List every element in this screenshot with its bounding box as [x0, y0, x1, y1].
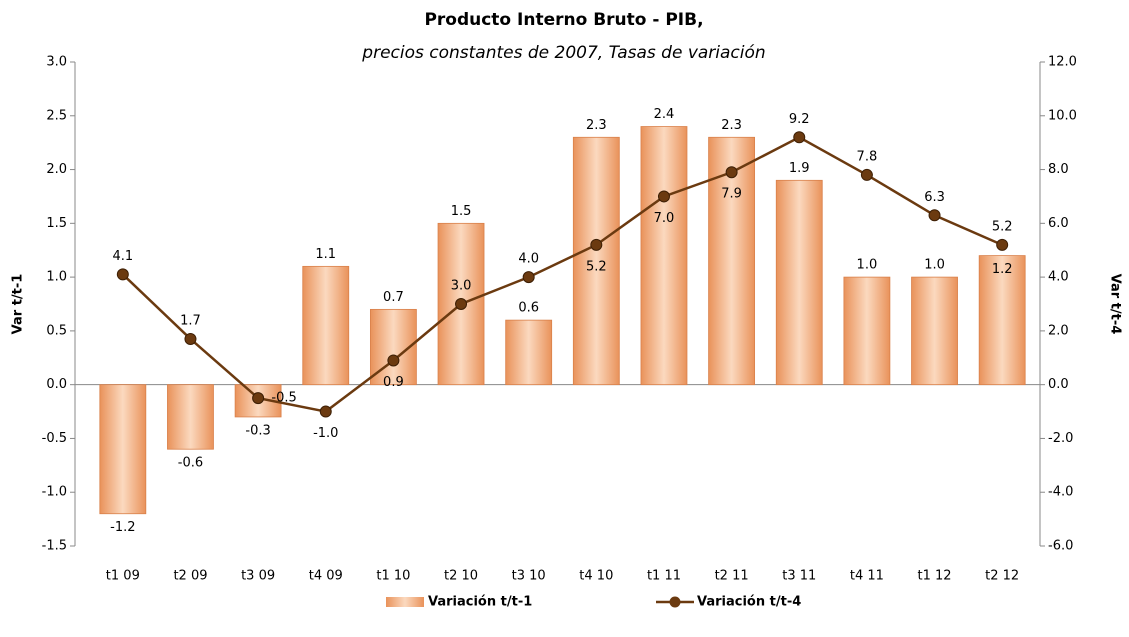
line-value-label: 6.3	[924, 190, 945, 205]
x-tick-label: t3 10	[512, 569, 546, 584]
y-tick-label: 3.0	[46, 55, 67, 70]
line-marker	[522, 271, 535, 284]
x-tick-label: t3 09	[241, 569, 275, 584]
legend-swatch	[669, 596, 681, 608]
line-marker	[860, 168, 873, 181]
line-value-label: 7.9	[721, 187, 742, 202]
y2-tick-label: -6.0	[1048, 539, 1073, 554]
x-tick-label: t1 09	[106, 569, 140, 584]
y-tick-label: -0.5	[42, 431, 67, 446]
line-marker	[725, 166, 738, 179]
y2-tick-label: 12.0	[1048, 55, 1077, 70]
bar	[911, 276, 958, 386]
bar-value-label: 1.9	[789, 161, 810, 176]
y-tick-label: 1.5	[46, 216, 67, 231]
line	[121, 135, 1003, 413]
y-axis-label: Var t/t-1	[11, 274, 26, 335]
line-value-label: 0.9	[383, 375, 404, 390]
line-value-label: -1.0	[313, 426, 338, 441]
bar-value-label: 0.7	[383, 290, 404, 305]
y2-tick-label: -2.0	[1048, 431, 1073, 446]
x-tick-label: t2 11	[715, 569, 749, 584]
y2-tick-label: 8.0	[1048, 162, 1069, 177]
y2-tick-label: 6.0	[1048, 216, 1069, 231]
bar-value-label: 1.2	[992, 262, 1013, 277]
line-marker	[387, 354, 400, 367]
y2-tick-label: -4.0	[1048, 485, 1073, 500]
line-marker	[996, 238, 1009, 251]
line-marker	[590, 238, 603, 251]
bar-value-label: 1.1	[315, 247, 336, 262]
chart-title: Producto Interno Bruto - PIB,	[424, 10, 703, 30]
line-value-label: 1.7	[180, 313, 201, 328]
y2-tick-label: 0.0	[1048, 377, 1069, 392]
line-marker	[455, 298, 468, 310]
bar-value-label: 1.0	[924, 258, 945, 273]
x-tick-label: t2 10	[444, 569, 478, 584]
bar	[640, 126, 688, 386]
line-value-label: 7.8	[857, 149, 878, 164]
bar-value-label: 0.6	[518, 301, 539, 316]
y-tick-label: -1.0	[42, 485, 67, 500]
bar-value-label: 1.5	[451, 204, 472, 219]
bar-value-label: -0.6	[178, 456, 203, 471]
x-tick-label: t3 11	[782, 569, 816, 584]
line-value-label: 4.0	[518, 252, 539, 267]
line-value-label: 9.2	[789, 112, 810, 127]
x-tick-label: t4 09	[309, 569, 343, 584]
line-marker	[793, 131, 806, 144]
bar	[843, 276, 891, 386]
x-tick-label: t2 12	[985, 569, 1019, 584]
line-marker	[252, 392, 265, 405]
x-tick-label: t1 11	[647, 569, 681, 584]
y-tick-label: -1.5	[42, 539, 67, 554]
bar	[99, 384, 147, 515]
bar-value-label: 2.3	[586, 118, 607, 133]
bar-value-label: -0.3	[245, 423, 270, 438]
line-value-label: -0.5	[271, 391, 296, 406]
line-marker	[928, 209, 941, 222]
x-tick-label: t4 11	[850, 569, 884, 584]
x-tick-label: t2 09	[173, 569, 207, 584]
line-value-label: 5.2	[992, 219, 1013, 234]
line-value-label: 3.0	[451, 279, 472, 294]
y2-tick-label: 10.0	[1048, 108, 1077, 123]
line-marker	[657, 190, 670, 203]
bar-value-label: -1.2	[110, 520, 135, 535]
line-marker	[116, 268, 129, 281]
bar	[775, 179, 823, 386]
x-tick-label: t4 10	[579, 569, 613, 584]
bar	[572, 136, 620, 386]
y-tick-label: 0.5	[46, 323, 67, 338]
x-tick-label: t1 10	[376, 569, 410, 584]
chart-subtitle: precios constantes de 2007, Tasas de var…	[361, 43, 765, 63]
y2-tick-label: 4.0	[1048, 270, 1069, 285]
line-marker	[319, 405, 332, 418]
y-tick-label: 1.0	[46, 270, 67, 285]
x-tick-label: t1 12	[918, 569, 952, 584]
line-value-label: 7.0	[654, 211, 675, 226]
y2-tick-label: 2.0	[1048, 323, 1069, 338]
legend-label: Variación t/t-4	[697, 595, 801, 610]
y-tick-label: 2.5	[46, 108, 67, 123]
y-tick-label: 2.0	[46, 162, 67, 177]
bar-value-label: 2.3	[721, 118, 742, 133]
bar	[167, 384, 214, 450]
bar-value-label: 2.4	[654, 107, 675, 122]
legend-swatch	[386, 597, 424, 607]
bar	[978, 255, 1026, 386]
bar-value-label: 1.0	[857, 258, 878, 273]
line-value-label: 4.1	[112, 249, 133, 264]
bar	[505, 319, 553, 386]
legend-label: Variación t/t-1	[428, 595, 532, 610]
line-marker	[184, 332, 197, 345]
bar	[302, 265, 350, 386]
line-value-label: 5.2	[586, 259, 607, 274]
y2-axis-label: Var t/t-4	[1108, 274, 1123, 335]
y-tick-label: 0.0	[46, 377, 67, 392]
